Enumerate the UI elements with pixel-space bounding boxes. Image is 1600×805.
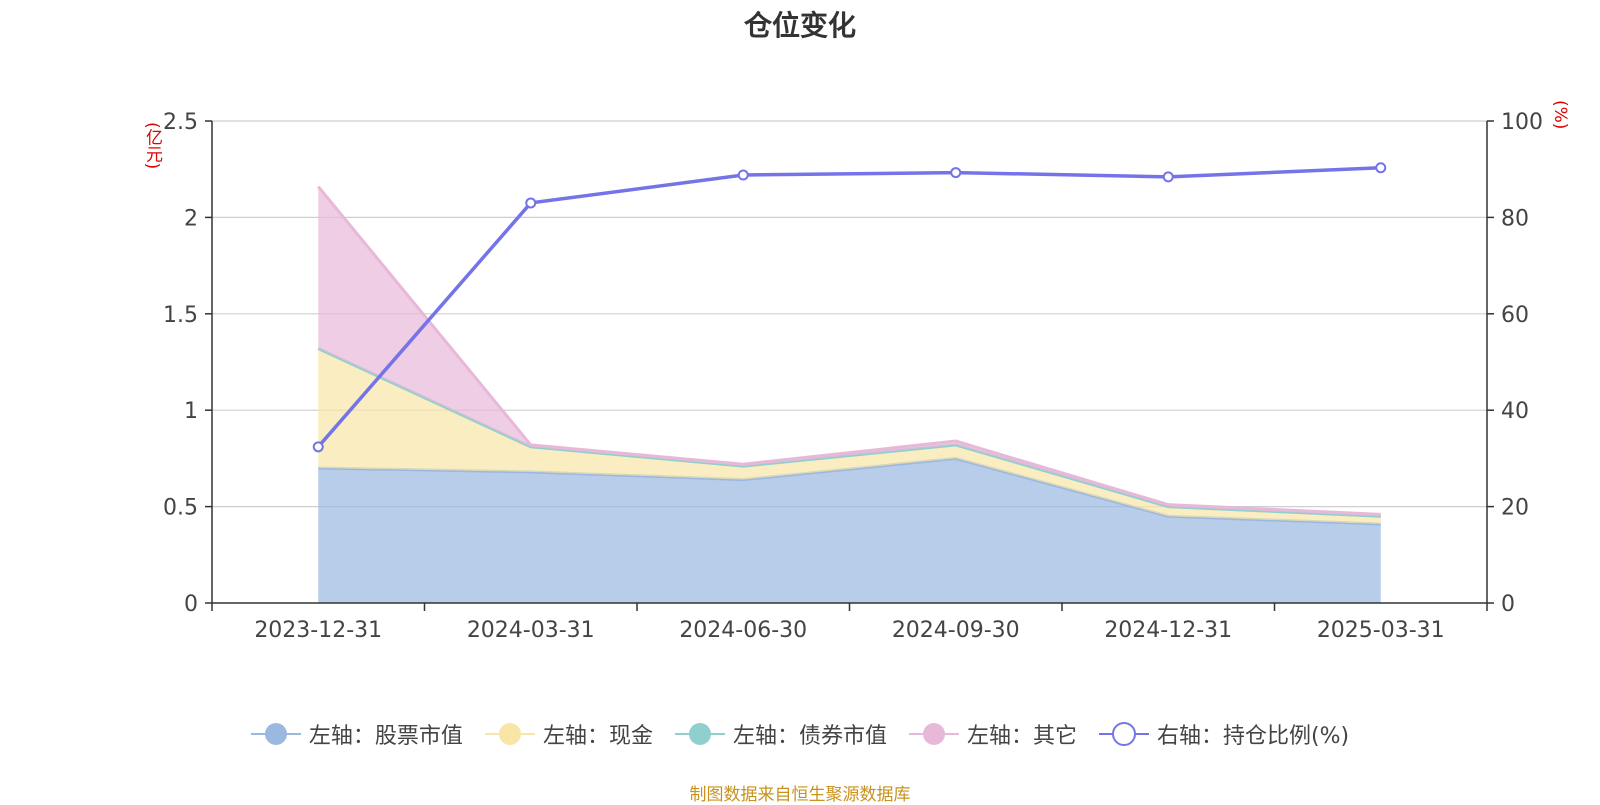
legend-item[interactable]: 左轴：现金 [484, 718, 653, 750]
right-axis-tick-label: 20 [1501, 496, 1529, 521]
legend-marker-dot [1111, 722, 1136, 746]
line-point [950, 167, 962, 179]
line-point [737, 169, 749, 181]
area-edge-左轴：其它 [317, 185, 1381, 516]
legend-label: 左轴：债券市值 [732, 724, 887, 749]
left-axis-tick-label: 2 [184, 206, 198, 231]
x-axis-tick-label: 2024-09-30 [892, 618, 1020, 643]
legend-marker-dot [922, 723, 945, 745]
line-point [1162, 171, 1174, 183]
legend-item[interactable]: 左轴：其它 [908, 718, 1077, 750]
x-axis-tick-label: 2024-12-31 [1104, 618, 1232, 643]
left-axis-unit-label: (亿元) [142, 122, 162, 170]
legend-item[interactable]: 右轴：持仓比例(%) [1098, 718, 1350, 750]
legend-marker-dot [498, 723, 521, 745]
x-axis-tick-label: 2024-06-30 [679, 618, 807, 643]
left-axis-tick-label: 2.5 [163, 110, 198, 135]
left-axis-tick-label: 0.5 [163, 496, 198, 521]
line-series [316, 166, 1381, 448]
legend-marker [674, 723, 725, 745]
area-左轴：股票市值 [318, 458, 1381, 603]
source-note: 制图数据来自恒生聚源数据库 [689, 785, 911, 805]
right-axis-tick-label: 40 [1501, 399, 1529, 424]
legend-label: 右轴：持仓比例(%) [1156, 724, 1350, 749]
legend-marker [250, 723, 301, 745]
legend-marker [1098, 722, 1149, 746]
line-point [312, 441, 324, 453]
left-axis-tick-label: 0 [184, 592, 198, 617]
right-axis-tick-label: 100 [1501, 110, 1543, 135]
legend-label: 左轴：现金 [542, 724, 653, 749]
line-point [525, 197, 537, 209]
chart-canvas: 0 0.5 1 1.5 2 2.5 0 20 40 60 80 100 2023-12-31 2024-0… [163, 110, 1543, 643]
legend-item[interactable]: 左轴：债券市值 [674, 718, 887, 750]
legend-marker-dot [264, 723, 287, 745]
x-axis-tick-label: 2024-03-31 [467, 618, 595, 643]
left-axis-tick-label: 1 [184, 399, 198, 424]
legend-label: 左轴：股票市值 [308, 724, 463, 749]
right-axis-tick-label: 60 [1501, 303, 1529, 328]
legend-marker [484, 723, 535, 745]
legend-label: 左轴：其它 [966, 724, 1077, 749]
legend-marker [908, 723, 959, 745]
legend: 左轴：股票市值 左轴：现金 左轴：债券市值 左轴：其它 右轴：持仓比例(%) [0, 718, 1600, 750]
legend-marker-dot [688, 723, 711, 745]
right-axis-unit-label: (%) [1550, 100, 1570, 130]
x-axis-tick-label: 2023-12-31 [254, 618, 382, 643]
left-axis-tick-label: 1.5 [163, 303, 198, 328]
chart-title: 仓位变化 [743, 9, 856, 42]
right-axis-tick-label: 80 [1501, 206, 1529, 231]
x-axis-tick-label: 2025-03-31 [1317, 618, 1445, 643]
legend-item[interactable]: 左轴：股票市值 [250, 718, 463, 750]
right-axis-tick-label: 0 [1501, 592, 1515, 617]
line-point [1375, 162, 1387, 174]
